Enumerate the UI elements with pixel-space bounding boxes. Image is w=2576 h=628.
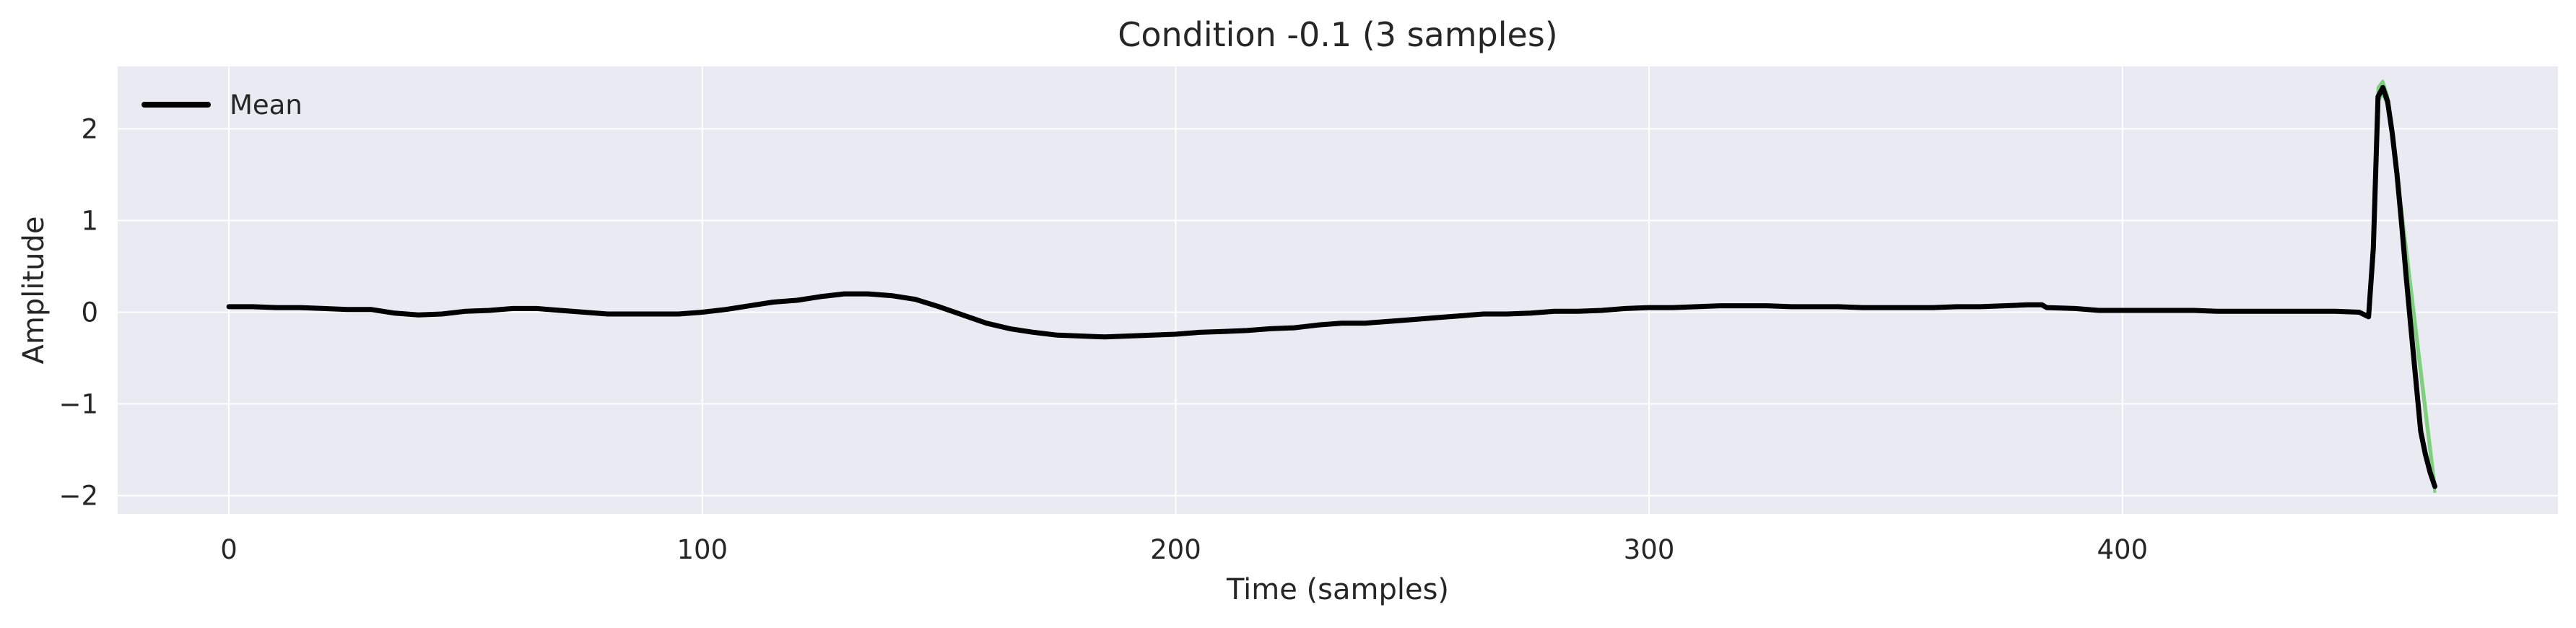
y-tick-label: 1 <box>81 205 98 236</box>
x-tick-label: 300 <box>1624 534 1675 565</box>
y-axis-label: Amplitude <box>17 217 51 365</box>
x-tick-label: 0 <box>220 534 238 565</box>
y-tick-label: −2 <box>58 481 98 512</box>
x-tick-label: 100 <box>676 534 728 565</box>
x-axis-label: Time (samples) <box>1226 573 1449 606</box>
series-layer <box>226 79 2437 494</box>
legend: Mean <box>142 90 303 121</box>
mean-line <box>226 84 2437 489</box>
y-tick-label: −1 <box>58 389 98 420</box>
x-tick-labels: 0 100 200 300 400 <box>220 534 2148 565</box>
x-tick-label: 400 <box>2097 534 2148 565</box>
chart-title: Condition -0.1 (3 samples) <box>1118 15 1558 54</box>
legend-mean-label: Mean <box>230 90 303 121</box>
y-tick-label: 2 <box>81 113 98 144</box>
grid-lines <box>118 66 2558 514</box>
y-tick-label: 0 <box>81 297 98 328</box>
y-tick-labels: −2 −1 0 1 2 <box>58 113 98 511</box>
plot-area <box>118 66 2558 514</box>
x-tick-label: 200 <box>1150 534 1201 565</box>
